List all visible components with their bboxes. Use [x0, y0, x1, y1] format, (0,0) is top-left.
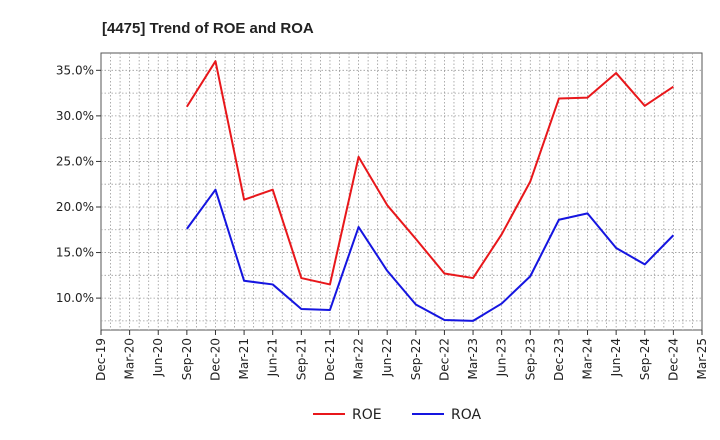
x-tick-label: Dec-19 [94, 338, 108, 381]
x-tick-label: Sep-20 [180, 338, 194, 380]
x-tick-label: Dec-22 [437, 338, 451, 381]
y-tick-label: 25.0% [56, 154, 94, 168]
plot-area [100, 52, 703, 331]
x-tick-label: Jun-24 [609, 338, 623, 377]
x-tick-label: Dec-24 [666, 338, 680, 381]
series-lines [186, 60, 675, 322]
x-axis: Dec-19 Mar-20 Jun-20 Sep-20 Dec-20 Mar-21 Jun-… [94, 330, 709, 381]
legend: ROE ROA [313, 407, 482, 423]
x-tick-label: Mar-21 [237, 338, 251, 379]
x-tick-label: Dec-21 [323, 338, 337, 381]
x-tick-label: Sep-23 [523, 338, 537, 380]
x-tick-label: Sep-24 [638, 338, 652, 380]
x-tick-label: Dec-20 [208, 338, 222, 381]
y-tick-label: 20.0% [56, 200, 94, 214]
x-tick-label: Mar-25 [695, 338, 709, 379]
chart-title: [4475] Trend of ROE and ROA [102, 20, 314, 37]
legend-roa-label: ROA [451, 407, 482, 423]
series-line-roe [186, 60, 674, 286]
x-tick-label: Sep-22 [409, 338, 423, 380]
y-tick-label: 35.0% [56, 63, 94, 77]
x-tick-label: Jun-22 [380, 338, 394, 377]
y-tick-label: 10.0% [56, 291, 94, 305]
grid-lines [101, 53, 702, 330]
x-tick-label: Jun-20 [151, 338, 165, 377]
x-tick-label: Jun-23 [495, 338, 509, 377]
x-tick-label: Mar-22 [352, 338, 366, 379]
x-tick-label: Mar-23 [466, 338, 480, 379]
x-tick-label: Sep-21 [294, 338, 308, 380]
series-line-roa [186, 188, 675, 322]
x-tick-label: Mar-20 [123, 338, 137, 379]
legend-roe-label: ROE [352, 407, 382, 423]
y-tick-label: 15.0% [56, 246, 94, 260]
y-tick-label: 30.0% [56, 109, 94, 123]
y-axis: 10.0% 15.0% 20.0% 25.0% 30.0% 35.0% [56, 63, 101, 305]
x-tick-label: Mar-24 [581, 338, 595, 379]
x-tick-label: Dec-23 [552, 338, 566, 381]
x-tick-label: Jun-21 [266, 338, 280, 377]
